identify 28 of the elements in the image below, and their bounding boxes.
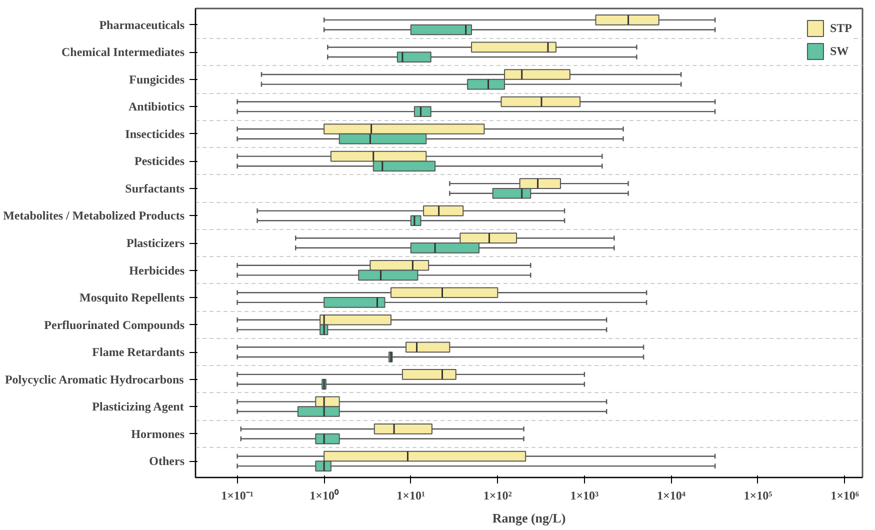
x-tick-label: 1×10⁴ <box>656 488 686 502</box>
x-tick-label: 1×10¹ <box>396 488 426 502</box>
y-tick-label: Insecticides <box>125 126 185 141</box>
legend-label: STP <box>830 20 852 36</box>
legend-label: SW <box>830 44 850 58</box>
x-tick-label: 1×10² <box>483 488 512 502</box>
y-tick-label: Antibiotics <box>128 100 185 114</box>
y-tick-label: Plasticizers <box>126 236 185 250</box>
y-tick-label: Metabolites / Metabolized Products <box>3 208 185 223</box>
x-tick-label: 1×10³ <box>570 488 600 502</box>
y-tick-label: Pharmaceuticals <box>99 18 185 32</box>
y-tick-label: Others <box>149 454 185 468</box>
y-tick-label: Surfactants <box>125 181 185 196</box>
y-tick-label: Fungicides <box>129 72 185 86</box>
y-tick-label: Mosquito Repellents <box>80 290 185 305</box>
y-tick-label: Hormones <box>131 426 185 441</box>
x-axis-title: Range (ng/L) <box>492 510 566 526</box>
y-tick-label: Flame Retardants <box>92 345 185 360</box>
y-tick-label: Chemical Intermediates <box>62 45 185 60</box>
x-tick-label: 1×10⁵ <box>744 488 773 502</box>
y-tick-label: Polycyclic Aromatic Hydrocarbons <box>4 372 184 386</box>
y-tick-label: Perfluorinated Compounds <box>44 318 185 332</box>
x-tick-label: 1×10⁰ <box>310 488 340 502</box>
y-tick-label: Herbicides <box>129 263 185 278</box>
y-tick-label: Pesticides <box>134 154 185 168</box>
y-tick-label: Plasticizing Agent <box>92 400 184 414</box>
x-tick-label: 1×10⁻¹ <box>221 488 254 502</box>
x-tick-label: 1×10⁶ <box>830 488 860 502</box>
